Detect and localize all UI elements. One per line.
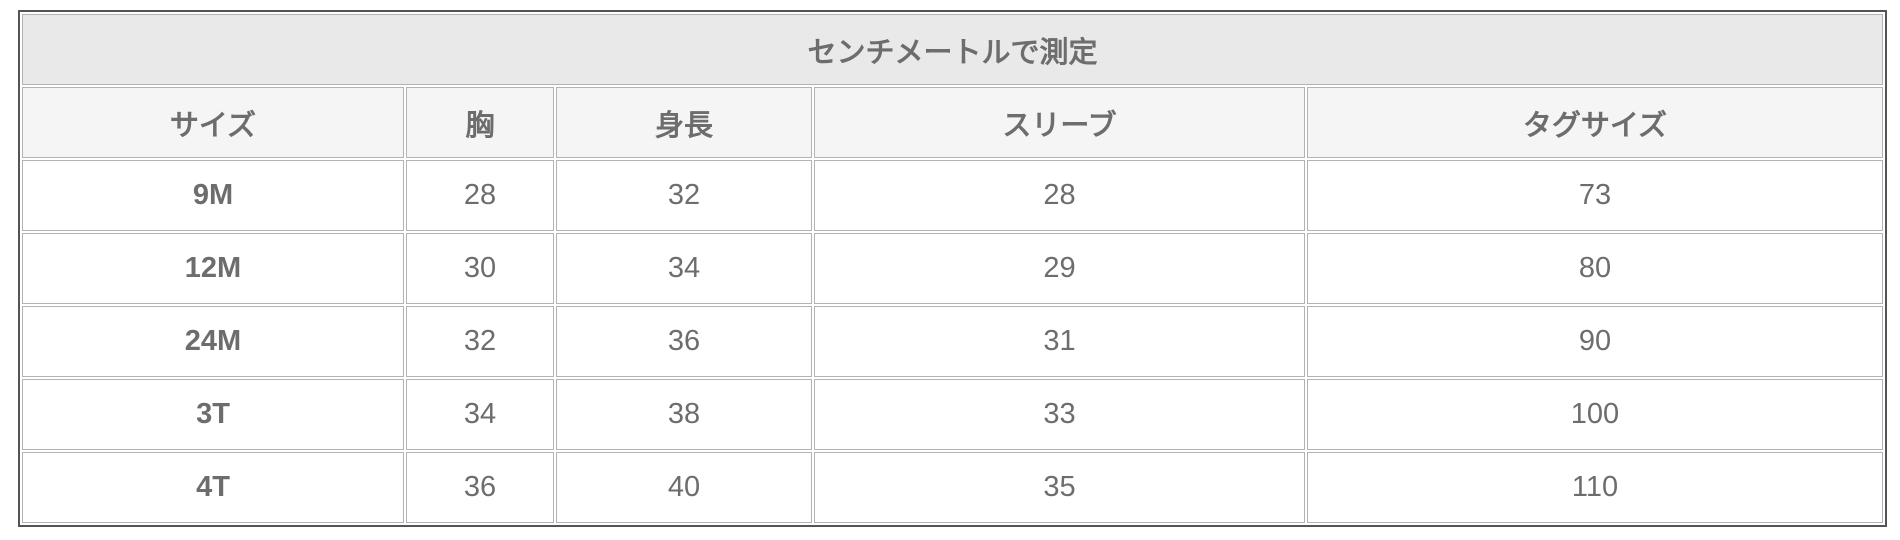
size-cell: 24M bbox=[22, 306, 404, 377]
size-cell: 4T bbox=[22, 452, 404, 523]
table-title: センチメートルで測定 bbox=[22, 14, 1883, 85]
tag-size-cell: 90 bbox=[1307, 306, 1883, 377]
size-cell: 12M bbox=[22, 233, 404, 304]
size-chart-table: センチメートルで測定 サイズ 胸 身長 スリーブ タグサイズ 9M 28 32 … bbox=[18, 10, 1887, 527]
height-cell: 32 bbox=[556, 160, 812, 231]
sleeve-cell: 31 bbox=[814, 306, 1305, 377]
col-header-size: サイズ bbox=[22, 87, 404, 158]
size-cell: 3T bbox=[22, 379, 404, 450]
sleeve-cell: 29 bbox=[814, 233, 1305, 304]
height-cell: 40 bbox=[556, 452, 812, 523]
sleeve-cell: 35 bbox=[814, 452, 1305, 523]
col-header-chest: 胸 bbox=[406, 87, 554, 158]
title-row: センチメートルで測定 bbox=[22, 14, 1883, 85]
table-row: 3T 34 38 33 100 bbox=[22, 379, 1883, 450]
height-cell: 38 bbox=[556, 379, 812, 450]
col-header-sleeve: スリーブ bbox=[814, 87, 1305, 158]
chest-cell: 32 bbox=[406, 306, 554, 377]
col-header-tag-size: タグサイズ bbox=[1307, 87, 1883, 158]
tag-size-cell: 110 bbox=[1307, 452, 1883, 523]
chest-cell: 36 bbox=[406, 452, 554, 523]
sleeve-cell: 28 bbox=[814, 160, 1305, 231]
sleeve-cell: 33 bbox=[814, 379, 1305, 450]
chest-cell: 30 bbox=[406, 233, 554, 304]
table-row: 4T 36 40 35 110 bbox=[22, 452, 1883, 523]
chest-cell: 28 bbox=[406, 160, 554, 231]
table-row: 9M 28 32 28 73 bbox=[22, 160, 1883, 231]
table-row: 12M 30 34 29 80 bbox=[22, 233, 1883, 304]
header-row: サイズ 胸 身長 スリーブ タグサイズ bbox=[22, 87, 1883, 158]
height-cell: 36 bbox=[556, 306, 812, 377]
table-row: 24M 32 36 31 90 bbox=[22, 306, 1883, 377]
tag-size-cell: 73 bbox=[1307, 160, 1883, 231]
col-header-height: 身長 bbox=[556, 87, 812, 158]
chest-cell: 34 bbox=[406, 379, 554, 450]
size-cell: 9M bbox=[22, 160, 404, 231]
tag-size-cell: 100 bbox=[1307, 379, 1883, 450]
tag-size-cell: 80 bbox=[1307, 233, 1883, 304]
height-cell: 34 bbox=[556, 233, 812, 304]
